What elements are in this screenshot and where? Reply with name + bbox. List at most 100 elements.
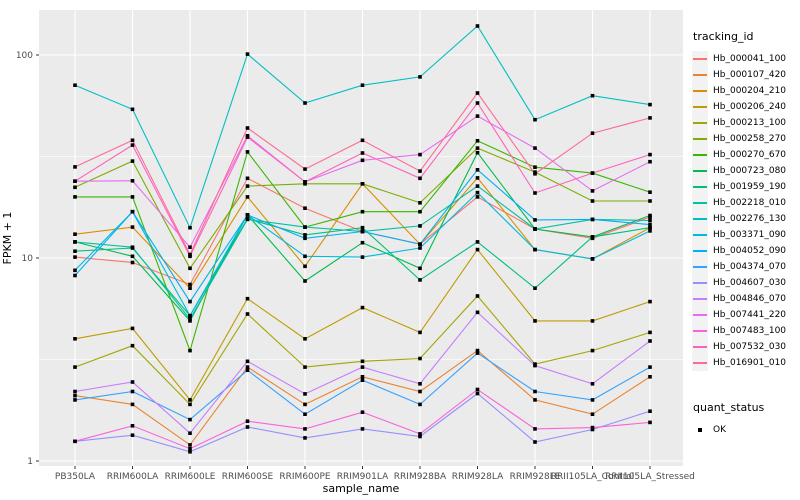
legend-key-swatch [692, 115, 708, 131]
legend-key-line-icon [693, 106, 707, 108]
legend-item-Hb_004607_030: Hb_004607_030 [692, 275, 798, 291]
data-point [303, 225, 307, 229]
data-point [73, 337, 77, 341]
legend-item-Hb_016901_010: Hb_016901_010 [692, 355, 798, 371]
data-point [533, 227, 537, 231]
data-point [360, 209, 365, 214]
legend: tracking_id Hb_000041_100 Hb_000107_420 Hb… [692, 30, 798, 438]
legend-key-line-icon [693, 186, 707, 188]
data-point [648, 213, 652, 218]
data-point [130, 389, 135, 394]
data-point [418, 266, 422, 271]
data-point [648, 222, 652, 227]
data-point [648, 365, 652, 369]
data-point [188, 431, 192, 435]
data-point [648, 102, 652, 107]
legend-quant-status-block: quant_status OK [692, 401, 798, 438]
data-point [648, 190, 652, 194]
data-point [188, 398, 192, 402]
data-point [73, 365, 77, 369]
data-point [73, 268, 77, 273]
data-point [303, 402, 307, 407]
legend-key-line-icon [693, 138, 707, 140]
data-point [648, 218, 652, 223]
data-point [648, 225, 652, 230]
data-point [188, 266, 192, 271]
legend-key-swatch [692, 51, 708, 67]
data-point [188, 225, 192, 230]
data-point [533, 191, 537, 195]
data-point [533, 440, 537, 444]
panel-background-layer [39, 10, 683, 466]
data-point [648, 420, 652, 425]
x-tick-label: RRIM928LA [452, 472, 504, 482]
y-tick-label: 100 [16, 51, 33, 61]
data-point [73, 232, 77, 236]
data-point [245, 195, 250, 199]
data-point [245, 368, 250, 372]
legend-item-Hb_000270_670: Hb_000270_670 [692, 147, 798, 163]
data-point [188, 286, 192, 290]
data-point [360, 365, 365, 369]
data-point [245, 365, 250, 369]
legend-item-label: Hb_000206_240 [713, 102, 787, 112]
legend-key-line-icon [693, 298, 707, 300]
data-point [130, 402, 135, 407]
data-point [188, 317, 192, 321]
legend-key-swatch [692, 83, 708, 99]
legend-item-Hb_007483_100: Hb_007483_100 [692, 323, 798, 339]
data-point [130, 433, 135, 437]
legend-item-label: Hb_004374_070 [713, 262, 787, 272]
data-point [360, 427, 365, 431]
legend-item-label: Hb_001959_190 [713, 182, 787, 192]
legend-item-Hb_007532_030: Hb_007532_030 [692, 339, 798, 355]
data-point [130, 159, 135, 163]
data-point [475, 146, 480, 150]
data-point [303, 337, 307, 341]
legend-item-label: Hb_000107_420 [713, 70, 787, 80]
data-point [418, 402, 422, 407]
legend-key-swatch [692, 163, 708, 179]
legend-key-swatch [692, 131, 708, 147]
data-point [303, 101, 307, 105]
legend-key-swatch [692, 243, 708, 259]
legend-item-label: Hb_000270_670 [713, 150, 787, 160]
legend-key-line-icon [693, 250, 707, 252]
data-point [130, 225, 135, 229]
x-axis-title: sample_name [323, 482, 400, 495]
data-point [303, 167, 307, 171]
data-point [188, 299, 192, 304]
data-point [73, 195, 77, 199]
data-point [418, 242, 422, 246]
data-point [475, 24, 480, 28]
data-point [475, 240, 480, 244]
data-point [73, 179, 77, 183]
data-point [360, 182, 365, 186]
x-tick-label: RRIM600LA [107, 472, 159, 482]
data-point [475, 139, 480, 143]
data-point [590, 199, 595, 203]
data-point [475, 348, 480, 353]
data-point [303, 392, 307, 396]
data-point [418, 224, 422, 228]
data-point [303, 254, 307, 259]
data-point [303, 365, 307, 369]
legend-item-quant-OK: OK [692, 422, 798, 438]
data-point [648, 229, 652, 233]
x-tick-label: RRIM600SE [222, 472, 274, 482]
data-point [533, 319, 537, 323]
data-point [590, 235, 595, 239]
data-point [533, 398, 537, 402]
data-point [590, 171, 595, 175]
data-point [130, 179, 135, 183]
legend-item-label: Hb_000723_080 [713, 166, 787, 176]
legend-key-line-icon [693, 74, 707, 76]
data-point [590, 189, 595, 193]
data-point [533, 286, 537, 290]
data-point [648, 152, 652, 157]
legend-key-swatch [692, 323, 708, 339]
legend-item-label: Hb_016901_010 [713, 358, 787, 368]
y-tick-label: 10 [22, 254, 34, 264]
data-point [73, 185, 77, 190]
